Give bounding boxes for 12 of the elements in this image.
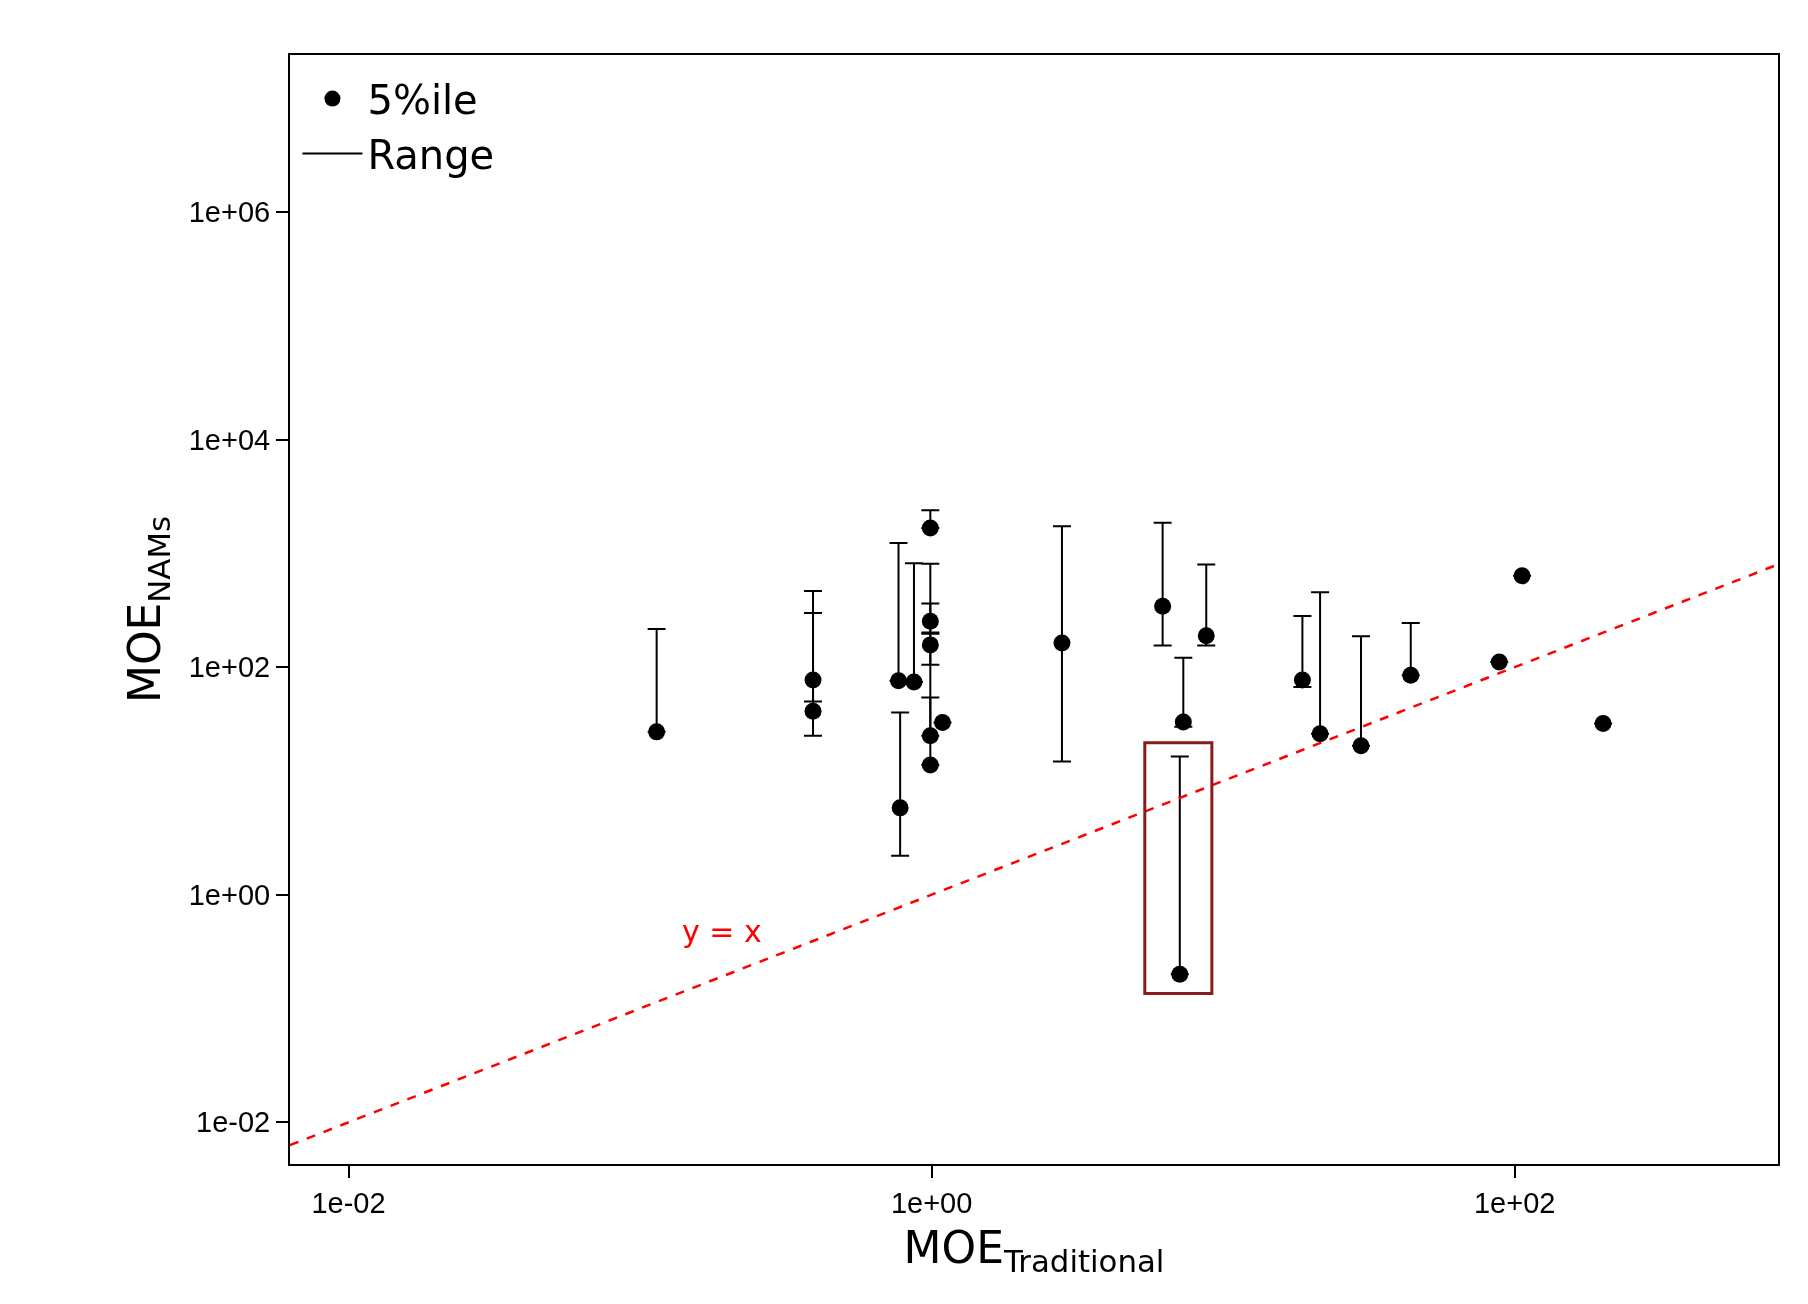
x-tick-label: 1e-02 (311, 1186, 386, 1219)
legend-label: 5%ile (367, 77, 478, 124)
y-tick-label: 1e-02 (196, 1106, 271, 1139)
y-tick-label: 1e+06 (188, 196, 271, 229)
annotation: y = x (682, 914, 762, 949)
y-tick-label: 1e+04 (188, 423, 271, 456)
x-tick-label: 1e+02 (1473, 1186, 1556, 1219)
y-tick-label: 1e+00 (188, 878, 271, 911)
y-tick-label: 1e+02 (188, 651, 271, 684)
x-tick-label: 1e+00 (890, 1186, 973, 1219)
annotation: Range (367, 132, 495, 179)
x-axis-title: MOE$_{Traditional}$ (903, 1221, 1165, 1279)
